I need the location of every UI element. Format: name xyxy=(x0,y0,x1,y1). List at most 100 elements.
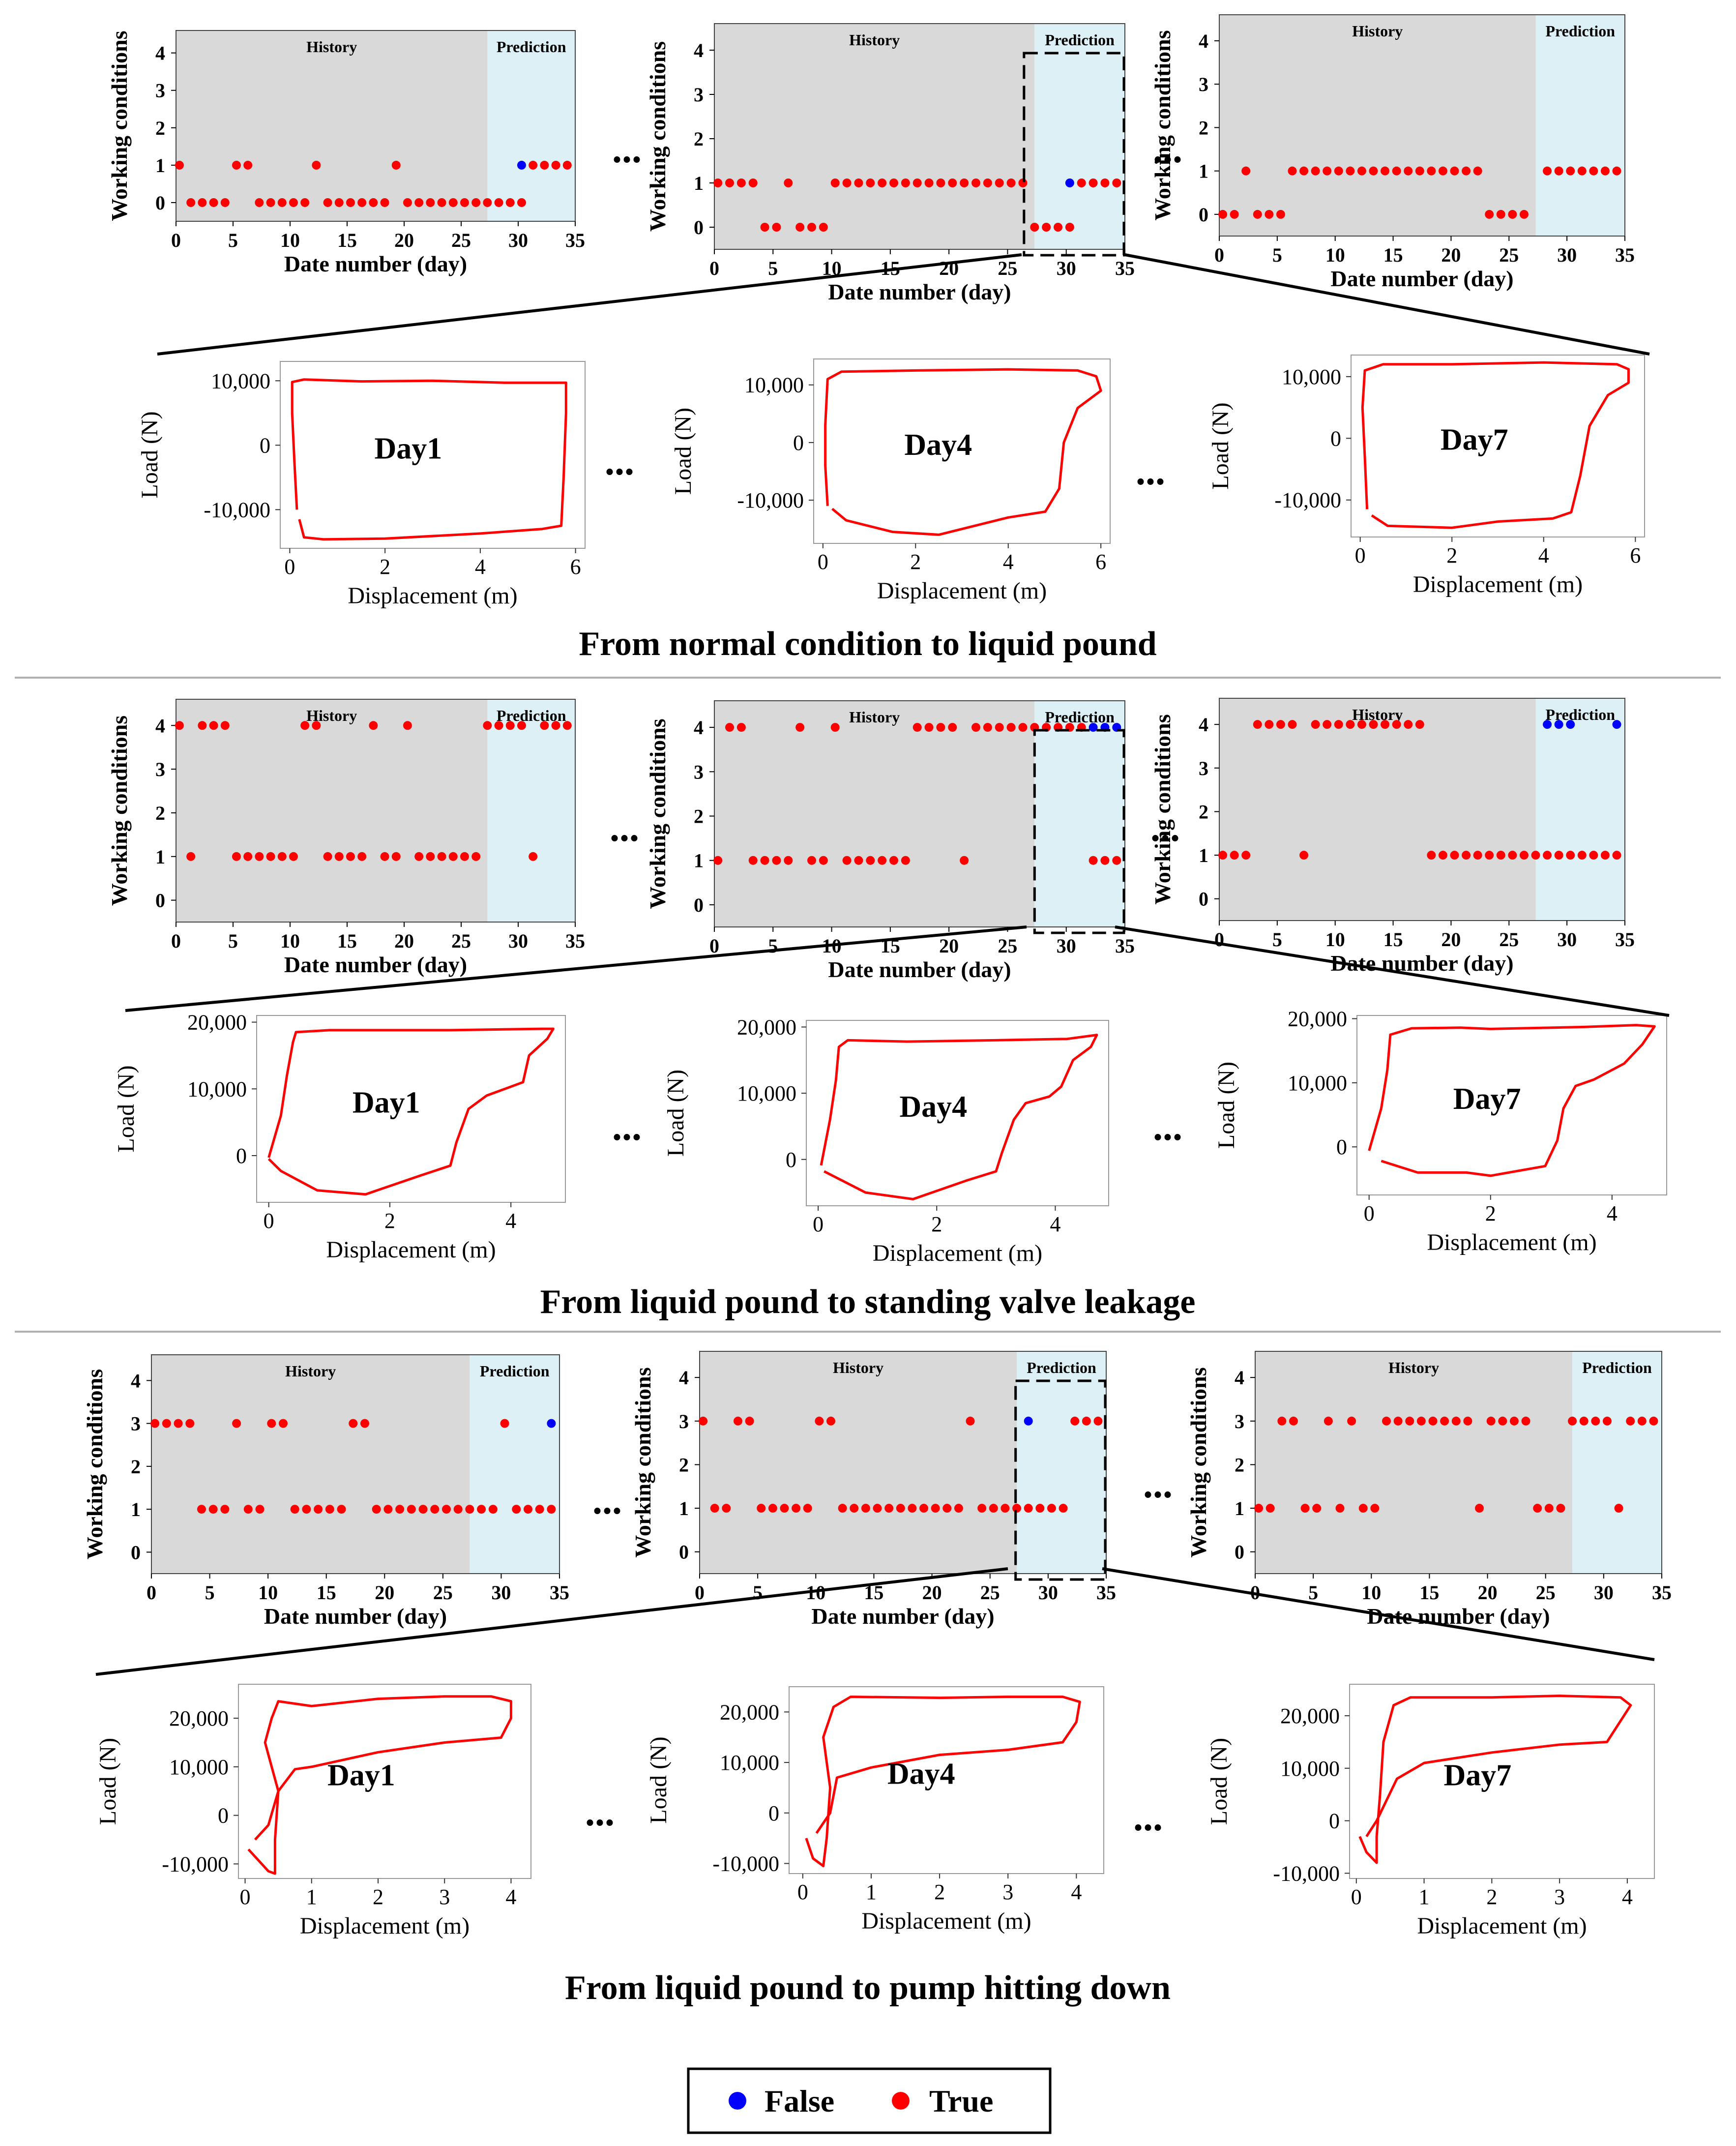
true-point xyxy=(357,852,367,861)
true-point xyxy=(960,856,969,865)
true-point xyxy=(1323,166,1332,176)
indicator-card-3-1: 0 1 2 3 4 -10,000 0 10,000 20,000 Displacement (m… xyxy=(95,1684,531,1939)
y-axis-label: Working conditions xyxy=(1186,1367,1211,1557)
true-point xyxy=(919,1504,929,1513)
true-point xyxy=(1311,166,1320,176)
x-axis-label: Displacement (m) xyxy=(873,1240,1042,1266)
y-tick-label: 0 xyxy=(155,192,165,214)
true-point xyxy=(936,723,945,732)
true-point xyxy=(713,856,723,865)
true-point xyxy=(430,1505,440,1514)
true-point xyxy=(733,1416,742,1426)
zoom-connector-line xyxy=(157,253,1022,356)
true-point xyxy=(334,852,344,861)
true-point xyxy=(391,160,401,170)
true-point xyxy=(174,1419,183,1428)
true-point xyxy=(289,852,298,861)
true-point xyxy=(162,1419,171,1428)
true-point xyxy=(971,179,981,187)
true-point xyxy=(1254,1504,1264,1513)
true-point xyxy=(369,198,378,207)
true-point xyxy=(912,179,922,187)
y-tick-label: 3 xyxy=(679,1410,689,1432)
y-axis-label: Working conditions xyxy=(645,718,670,909)
x-tick-label: 0 xyxy=(818,550,828,574)
true-point xyxy=(418,1505,428,1514)
true-point xyxy=(1473,851,1482,860)
true-point xyxy=(1600,851,1610,860)
prediction-label: Prediction xyxy=(1545,706,1615,723)
prediction-region xyxy=(487,30,575,221)
y-tick-label: 0 xyxy=(694,216,704,238)
card-frame xyxy=(1356,1015,1667,1195)
x-tick-label: 2 xyxy=(373,1885,383,1909)
legend-box xyxy=(687,2067,1052,2134)
y-tick-label: 3 xyxy=(1199,757,1208,779)
true-point xyxy=(1093,1416,1103,1426)
true-point xyxy=(1579,1416,1589,1426)
true-point xyxy=(437,852,446,861)
true-point xyxy=(1427,851,1436,860)
true-point xyxy=(819,856,828,865)
true-point xyxy=(710,1504,719,1513)
day-label: Day1 xyxy=(327,1759,395,1792)
true-point xyxy=(380,852,389,861)
true-point xyxy=(1230,209,1239,219)
true-point xyxy=(784,856,793,865)
history-region xyxy=(700,1351,1017,1574)
x-tick-label: 0 xyxy=(1214,244,1224,266)
x-tick-label: 25 xyxy=(451,229,471,251)
x-axis-label: Date number (day) xyxy=(284,251,467,276)
history-region xyxy=(714,701,1035,927)
true-point xyxy=(523,1505,532,1514)
true-point xyxy=(1357,166,1366,176)
condition-chart-1-3: History Prediction 0 5 10 15 20 25 30 35 0 1 2 3 4 Date… xyxy=(1150,14,1635,291)
true-point xyxy=(784,179,793,187)
true-point xyxy=(1509,1416,1519,1426)
x-tick-label: 0 xyxy=(284,555,295,579)
true-point xyxy=(551,721,560,730)
false-point xyxy=(1024,1416,1033,1426)
true-point xyxy=(854,856,863,865)
true-point xyxy=(1612,851,1621,860)
true-point xyxy=(725,723,735,732)
x-tick-label: 0 xyxy=(1364,1201,1375,1225)
true-point xyxy=(1288,720,1297,729)
x-tick-label: 3 xyxy=(439,1885,450,1909)
x-axis-label: Date number (day) xyxy=(811,1604,994,1629)
x-tick-label: 0 xyxy=(813,1212,824,1236)
history-label: History xyxy=(285,1362,336,1380)
true-point xyxy=(1568,1416,1577,1426)
true-point xyxy=(1531,851,1540,860)
true-point xyxy=(540,160,549,170)
true-point xyxy=(1346,166,1355,176)
x-tick-label: 0 xyxy=(171,930,181,952)
card-frame xyxy=(1351,355,1645,537)
x-tick-label: 10 xyxy=(1361,1581,1381,1604)
ellipsis-text: ... xyxy=(1150,806,1180,850)
true-point xyxy=(1070,1416,1080,1426)
indicator-card-2-2: 0 2 4 0 10,000 20,000 Displacement (m) Load (N)… xyxy=(663,1015,1109,1266)
x-tick-label: 5 xyxy=(768,257,778,279)
x-tick-label: 0 xyxy=(797,1880,808,1904)
true-point xyxy=(807,223,817,232)
true-point xyxy=(186,852,196,861)
true-point xyxy=(243,160,253,170)
true-point xyxy=(1637,1416,1647,1426)
y-axis-label: Working conditions xyxy=(107,30,132,221)
true-point xyxy=(1554,166,1563,176)
y-tick-label: 3 xyxy=(1199,73,1208,95)
y-tick-label: 0 xyxy=(260,433,270,457)
true-point xyxy=(1047,1504,1056,1513)
true-point xyxy=(505,721,515,730)
card-frame xyxy=(813,358,1111,544)
indicator-curve xyxy=(247,1695,512,1875)
x-tick-label: 20 xyxy=(939,257,959,279)
true-point xyxy=(441,1505,451,1514)
x-tick-label: 25 xyxy=(1499,244,1519,266)
true-point xyxy=(896,1504,905,1513)
ellipsis-text: ... xyxy=(1143,1463,1173,1506)
x-tick-label: 35 xyxy=(1652,1581,1672,1604)
true-point xyxy=(198,721,207,730)
